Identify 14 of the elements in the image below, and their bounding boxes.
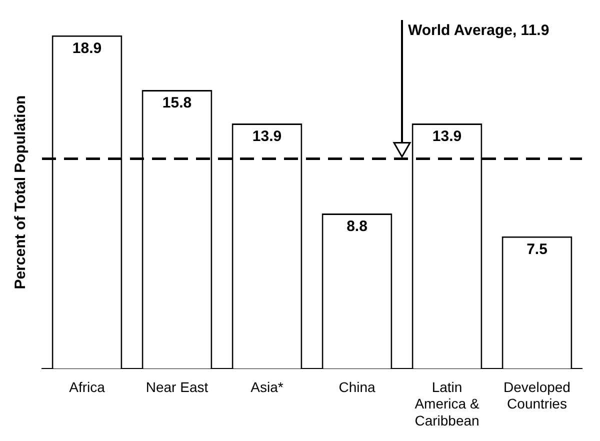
data-label: 7.5	[526, 241, 548, 258]
x-tick-label: Near East	[146, 378, 208, 395]
y-axis-title: Percent of Total Population	[12, 95, 30, 290]
data-label: 18.9	[72, 40, 102, 58]
x-tick-label: Africa	[69, 378, 106, 395]
data-label: 13.9	[252, 128, 282, 146]
x-tick-label: Developed Countries	[504, 378, 570, 412]
data-label: 8.8	[346, 218, 368, 236]
ref-line-label: World Average, 11.9	[408, 22, 550, 39]
x-tick-label: Asia*	[250, 378, 284, 395]
data-label: 15.8	[162, 94, 192, 112]
x-tick-label: Latin America & Caribbean	[414, 378, 480, 428]
data-label: 13.9	[432, 128, 462, 146]
x-tick-label: China	[338, 378, 376, 395]
